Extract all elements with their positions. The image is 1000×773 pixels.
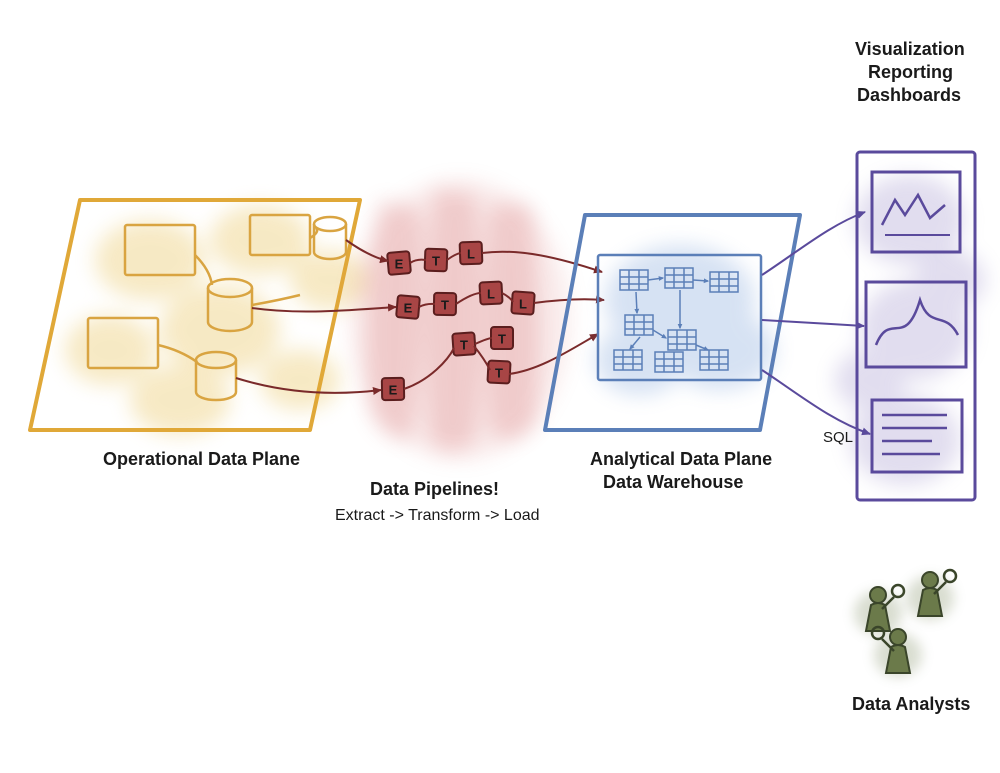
- label-analysts: Data Analysts: [852, 694, 970, 714]
- svg-text:E: E: [395, 257, 404, 272]
- etl-node: E: [387, 251, 411, 275]
- analytical-plane: [545, 215, 800, 430]
- svg-text:T: T: [460, 338, 468, 353]
- label-sql: SQL: [823, 429, 853, 446]
- pipelines: E T L E T L L T T T E: [350, 180, 570, 460]
- etl-node: T: [425, 249, 448, 272]
- svg-text:L: L: [467, 247, 475, 262]
- label-analytical-2: Data Warehouse: [603, 472, 743, 492]
- etl-node: L: [511, 291, 534, 314]
- diagram-root: E T L E T L L T T T E: [0, 0, 1000, 773]
- operational-plane: [30, 200, 370, 435]
- svg-text:L: L: [487, 287, 495, 302]
- label-etl-sub: Extract -> Transform -> Load: [335, 507, 540, 524]
- svg-text:T: T: [432, 254, 440, 269]
- etl-node: T: [487, 360, 510, 383]
- etl-node: T: [452, 332, 475, 355]
- etl-node: T: [434, 293, 456, 315]
- svg-text:T: T: [495, 366, 503, 381]
- etl-node: E: [396, 295, 420, 319]
- analyst-figure: [906, 570, 956, 620]
- etl-node: E: [382, 378, 404, 400]
- label-analytical-1: Analytical Data Plane: [590, 449, 772, 469]
- svg-text:T: T: [498, 332, 506, 347]
- label-viz-1: Visualization: [855, 39, 965, 59]
- label-viz-3: Dashboards: [857, 85, 961, 105]
- svg-text:E: E: [389, 383, 398, 398]
- etl-node: T: [491, 327, 513, 349]
- label-pipelines: Data Pipelines!: [370, 479, 499, 499]
- label-viz-2: Reporting: [868, 62, 953, 82]
- analysts-group: [854, 570, 956, 677]
- label-operational: Operational Data Plane: [103, 449, 300, 469]
- svg-text:E: E: [404, 301, 413, 316]
- svg-text:T: T: [441, 298, 449, 313]
- etl-node: L: [460, 242, 483, 265]
- svg-text:L: L: [519, 297, 527, 312]
- etl-node: L: [479, 281, 502, 304]
